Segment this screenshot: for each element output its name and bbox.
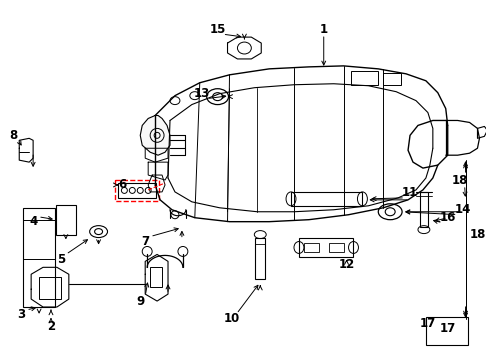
Bar <box>298 238 353 257</box>
Text: 7: 7 <box>141 235 149 248</box>
Text: 17: 17 <box>419 318 435 330</box>
Bar <box>303 243 318 252</box>
Bar <box>328 243 343 252</box>
Text: 11: 11 <box>401 186 417 199</box>
Text: 3: 3 <box>17 309 25 321</box>
Bar <box>425 317 467 345</box>
Bar <box>255 238 264 279</box>
Text: 8: 8 <box>9 129 18 142</box>
Bar <box>118 183 156 198</box>
Text: 13: 13 <box>193 87 209 100</box>
Text: 15: 15 <box>209 23 225 36</box>
Bar <box>419 192 427 227</box>
Bar <box>115 180 159 201</box>
Text: 16: 16 <box>439 211 455 224</box>
Bar <box>23 208 55 307</box>
Bar <box>383 73 400 85</box>
Bar <box>150 267 162 287</box>
Text: 4: 4 <box>29 215 37 228</box>
Bar <box>350 71 378 85</box>
Text: 18: 18 <box>450 174 467 186</box>
Text: 12: 12 <box>338 258 354 271</box>
Text: 1: 1 <box>319 23 327 36</box>
Text: 2: 2 <box>47 320 55 333</box>
Polygon shape <box>140 116 170 155</box>
Text: 6: 6 <box>118 179 126 192</box>
Text: 10: 10 <box>223 312 239 325</box>
Bar <box>39 277 61 299</box>
Text: 17: 17 <box>439 322 455 336</box>
Text: 5: 5 <box>57 253 65 266</box>
Text: 9: 9 <box>136 294 144 307</box>
Bar <box>290 192 362 206</box>
Bar <box>56 205 76 235</box>
Text: 18: 18 <box>468 228 485 241</box>
Text: 14: 14 <box>453 203 470 216</box>
